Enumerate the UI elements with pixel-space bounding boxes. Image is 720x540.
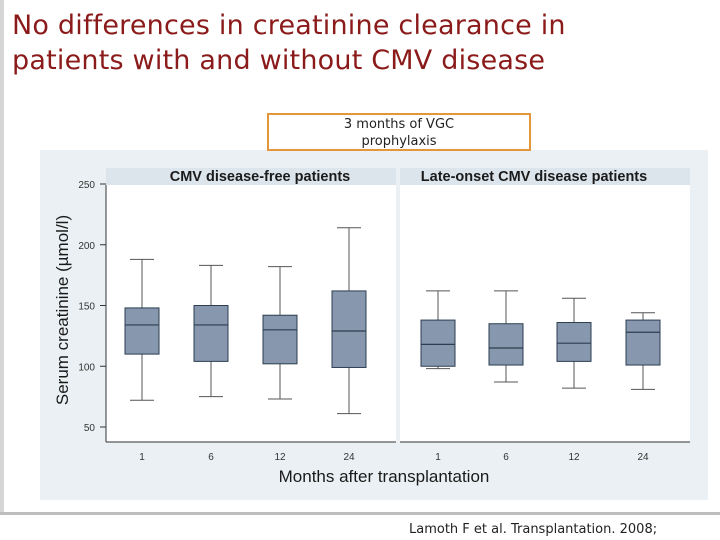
iqr-box <box>124 307 160 355</box>
box-plot-1-24 <box>331 227 367 415</box>
iqr-box <box>556 322 592 362</box>
slide-bottom-divider <box>0 512 720 515</box>
iqr-box <box>420 319 456 367</box>
panel-2-header <box>400 168 690 185</box>
y-tick-label-50: 50 <box>84 423 96 434</box>
title-line-1: No differences in creatinine clearance i… <box>12 10 566 41</box>
x-tick-label: 24 <box>343 452 355 463</box>
y-tick-label-150: 150 <box>78 302 95 313</box>
box-plot-1-6 <box>193 264 229 398</box>
slide-title: No differences in creatinine clearance i… <box>12 8 712 78</box>
x-tick-label: 12 <box>274 452 286 463</box>
box-plot-2-6 <box>488 290 524 383</box>
y-tick-100: 100 <box>78 362 106 373</box>
iqr-box <box>262 314 298 365</box>
box-plot-1-12 <box>262 266 298 400</box>
callout-line-1: 3 months of VGC <box>343 117 455 132</box>
callout-box: 3 months of VGC prophylaxis <box>267 113 531 151</box>
iqr-box <box>625 319 661 366</box>
slide-left-border <box>0 0 4 514</box>
y-tick-label-200: 200 <box>78 241 95 252</box>
box-plot-2-1 <box>420 290 456 370</box>
iqr-box <box>193 305 229 362</box>
panel-2-plot-area <box>400 168 690 442</box>
citation: Lamoth F et al. Transplantation. 2008; <box>409 522 658 537</box>
y-axis-title: Serum creatinine (µmol/l) <box>53 215 72 405</box>
y-tick-50: 50 <box>84 423 106 434</box>
y-tick-label-250: 250 <box>78 180 95 191</box>
x-tick-label: 12 <box>568 452 580 463</box>
x-axis-title: Months after transplantation <box>279 467 490 486</box>
x-tick-label: 1 <box>435 452 441 463</box>
box-plot-1-1 <box>124 258 160 401</box>
x-tick-label: 24 <box>637 452 649 463</box>
iqr-box <box>488 323 524 366</box>
x-tick-label: 6 <box>503 452 509 463</box>
callout-line-2: prophylaxis <box>361 134 437 149</box>
x-tick-label: 6 <box>208 452 214 463</box>
iqr-box <box>331 290 367 368</box>
panel-2-title: Late-onset CMV disease patients <box>421 169 647 185</box>
y-tick-250: 250 <box>78 180 106 191</box>
box-plot-2-12 <box>556 297 592 389</box>
y-tick-label-100: 100 <box>78 362 95 373</box>
x-tick-label: 1 <box>139 452 145 463</box>
y-tick-200: 200 <box>78 241 106 252</box>
box-plot-series <box>124 227 661 415</box>
box-plot-2-24 <box>625 312 661 390</box>
chart-svg: CMV disease-free patients Late-onset CMV… <box>40 150 708 500</box>
panel-1-title: CMV disease-free patients <box>170 169 351 185</box>
panel-1-header <box>106 168 396 185</box>
box-plot-chart: CMV disease-free patients Late-onset CMV… <box>40 150 708 500</box>
y-tick-150: 150 <box>78 302 106 313</box>
title-line-2: patients with and without CMV disease <box>12 45 546 76</box>
